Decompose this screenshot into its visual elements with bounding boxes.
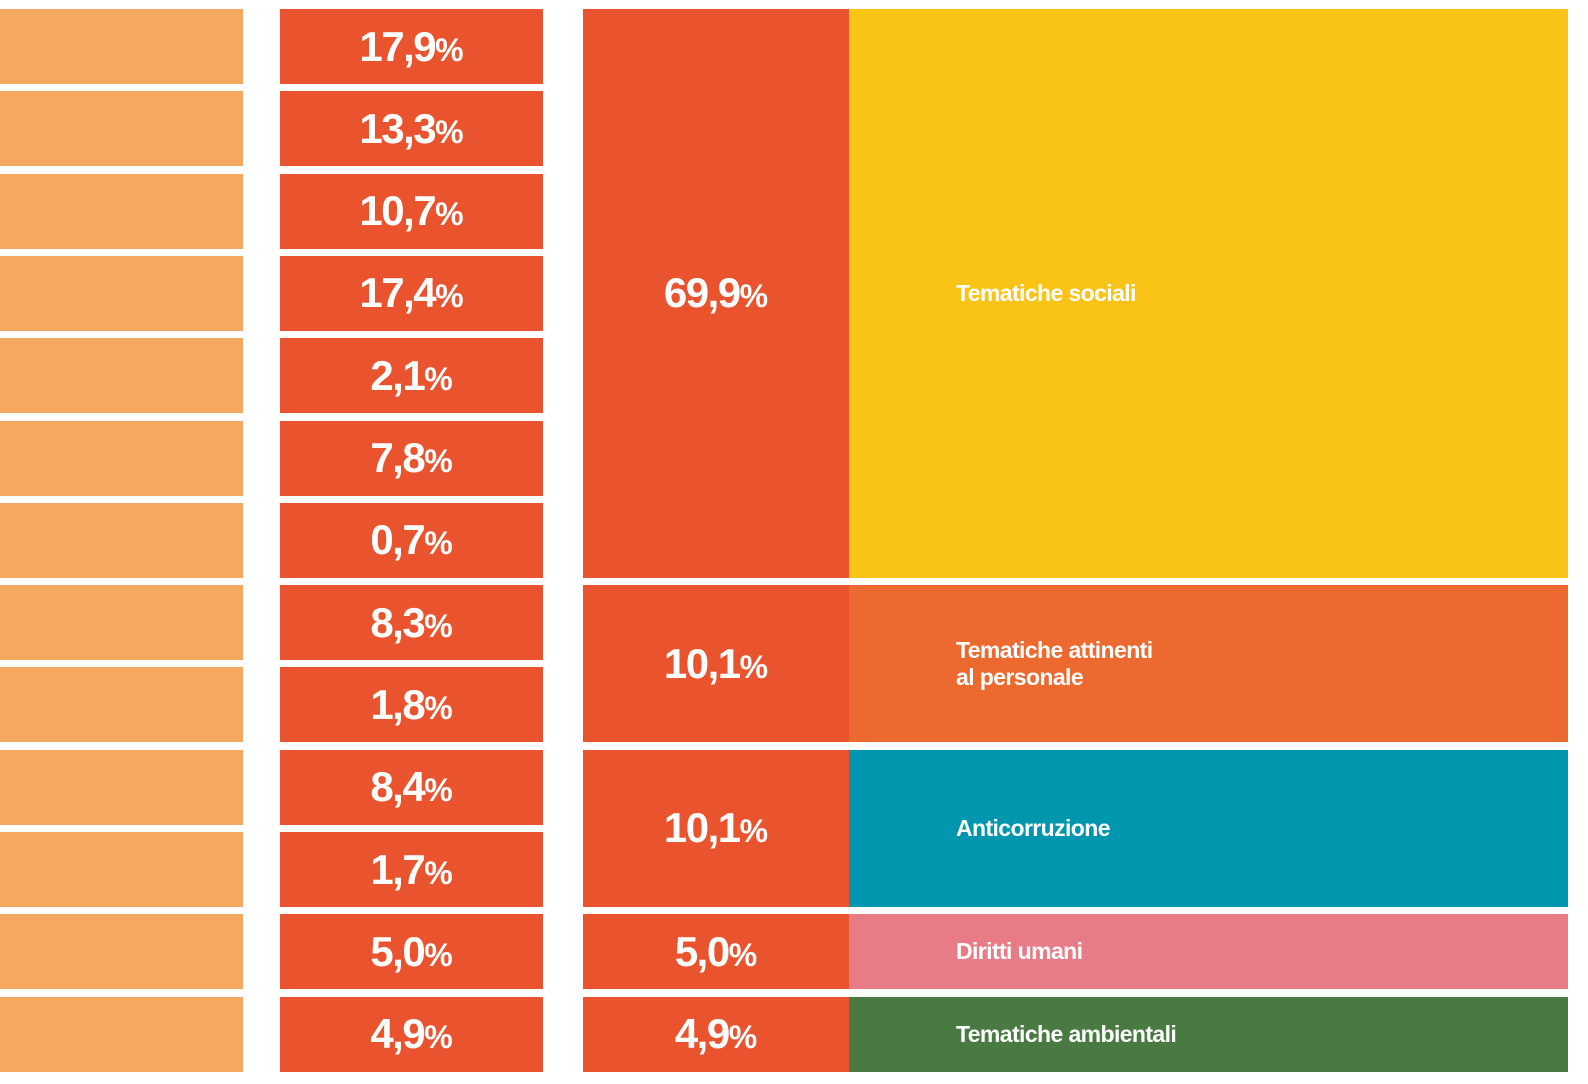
item-cell: 4,9% [280,996,543,1072]
label-line: Diritti umani [956,938,1083,965]
item-cell: 5,0% [280,914,543,990]
item-cell: 7,8% [280,420,543,496]
value: 1,8% [370,680,453,728]
label-line: Tematiche ambientali [956,1020,1177,1047]
label-line: Anticorruzione [956,814,1110,841]
value: 1,7% [370,845,453,893]
value: 4,9% [370,1010,453,1058]
value: 7,8% [370,434,453,481]
value: 8,3% [370,598,453,646]
group-total: 10,1% [583,749,849,907]
label-line: al personale [956,663,1084,690]
item-cell: 10,7% [280,173,543,249]
group-total: 69,9% [583,9,849,578]
label: Tematiche sociali [956,280,1136,307]
label: Tematiche ambientali [956,1020,1177,1048]
value: 8,4% [370,763,453,811]
side-bar [0,338,243,414]
side-bar [0,832,243,907]
group-label: Anticorruzione [849,749,1568,907]
group-label: Tematiche sociali [849,9,1568,578]
group-total: 5,0% [583,914,849,990]
group-total: 10,1% [583,585,849,743]
group-label: Tematiche attinenti al personale [849,585,1568,743]
item-cell: 8,4% [280,749,543,825]
value: 17,9% [359,22,464,70]
item-cell: 2,1% [280,338,543,414]
label: Anticorruzione [956,815,1110,842]
side-bar [0,996,243,1072]
side-bar [0,585,243,661]
label-line: Tematiche attinenti [956,636,1153,663]
value: 5,0% [370,927,453,975]
label: Tematiche attinenti al personale [956,637,1153,691]
value: 13,3% [359,104,464,152]
side-bar [0,502,243,578]
item-cell: 8,3% [280,585,543,661]
group-label: Tematiche ambientali [849,996,1568,1072]
value: 10,1% [663,804,769,852]
value: 17,4% [359,269,464,317]
side-bar [0,91,243,167]
item-cell: 13,3% [280,91,543,167]
item-cell: 0,7% [280,502,543,578]
value: 0,7% [370,516,453,564]
side-bar [0,255,243,331]
side-bar [0,173,243,249]
group-label: Diritti umani [849,914,1568,990]
value: 2,1% [370,351,453,399]
label: Diritti umani [956,938,1083,965]
item-cell: 17,4% [280,255,543,331]
side-bar [0,667,243,743]
item-cell: 17,9% [280,9,543,84]
value: 69,9% [663,269,769,317]
group-total: 4,9% [583,996,849,1072]
item-cell: 1,8% [280,667,543,743]
side-bar [0,9,243,84]
value: 5,0% [674,927,758,975]
side-bar [0,914,243,990]
value: 10,1% [663,639,769,687]
item-cell: 1,7% [280,832,543,907]
value: 10,7% [359,187,464,235]
side-bar [0,749,243,825]
value: 4,9% [674,1010,758,1058]
side-bar [0,420,243,496]
label-line: Tematiche sociali [956,279,1136,306]
